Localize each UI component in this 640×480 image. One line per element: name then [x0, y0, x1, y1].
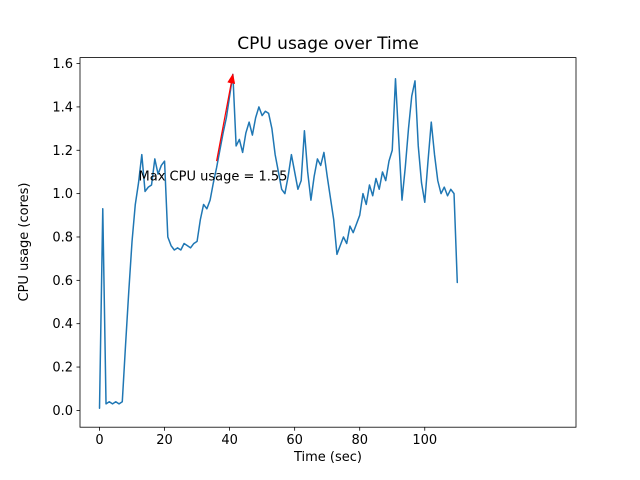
- y-tick-label: 1.0: [52, 187, 73, 202]
- y-tick-label: 0.0: [52, 404, 73, 419]
- x-tick-label: 80: [351, 433, 368, 448]
- y-tick-label: 1.6: [52, 57, 73, 72]
- axes-spines: [79, 57, 577, 428]
- x-tick-label: 60: [286, 433, 303, 448]
- y-tick-label: 0.4: [52, 317, 73, 332]
- x-tick-label: 20: [156, 433, 173, 448]
- annotation-arrow: [216, 73, 236, 162]
- x-tick-label: 40: [221, 433, 238, 448]
- y-tick-label: 0.8: [52, 230, 73, 245]
- y-tick-label: 0.6: [52, 274, 73, 289]
- x-axis-label: Time (sec): [293, 450, 362, 465]
- y-tick-label: 1.2: [52, 144, 73, 159]
- y-tick-label: 1.4: [52, 100, 73, 115]
- y-axis-label: CPU usage (cores): [17, 183, 32, 302]
- plot-area: 0 20 40 60 80 100 0.0 0.2 0.4 0.6 0.8 1.0 1.2 1.4 1.6: [52, 57, 577, 448]
- max-cpu-annotation: Max CPU usage = 1.55: [139, 170, 288, 185]
- x-tick-label: 0: [95, 433, 103, 448]
- y-tick-label: 0.2: [52, 361, 73, 376]
- chart-title: CPU usage over Time: [237, 34, 419, 54]
- cpu-usage-series-line: [98, 73, 459, 409]
- x-tick-label: 100: [412, 433, 437, 448]
